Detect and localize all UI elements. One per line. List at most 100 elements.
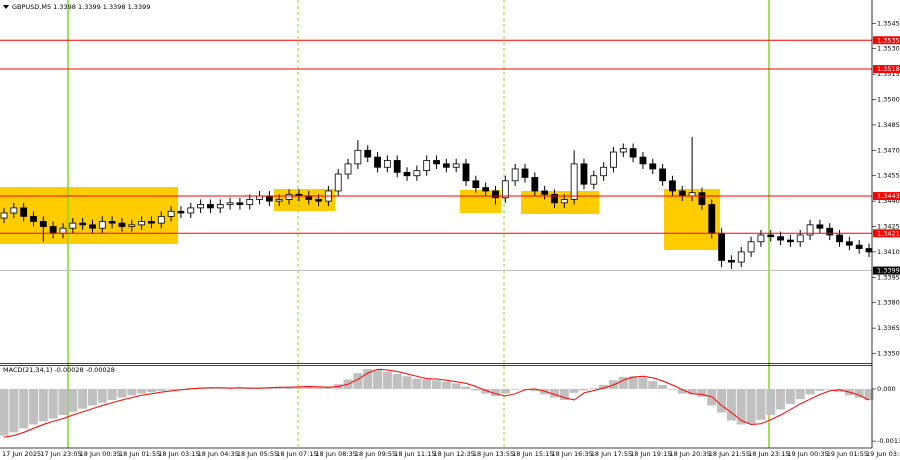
y-tick-label: 1.3515 [877, 70, 900, 78]
candle-body [383, 160, 391, 168]
histogram-bar [48, 388, 58, 419]
y-tick-label: 1.3410 [877, 248, 900, 256]
candle-body [796, 234, 804, 243]
candle-body [511, 168, 519, 182]
candle-body [285, 193, 293, 200]
chart-title: GBPUSD,M5 1.3398 1.3399 1.3398 1.3399 [12, 3, 150, 11]
histogram-bar [19, 388, 29, 429]
y-tick-label: 1.3485 [877, 121, 900, 129]
candle-body [669, 180, 676, 192]
candle-body [492, 190, 499, 199]
x-tick-label: 18 Jun 17:55 [591, 450, 632, 458]
candle-body [600, 166, 608, 177]
session-lines [67, 0, 770, 448]
candle-body [197, 204, 205, 209]
histogram-bar [697, 388, 707, 397]
candle-body [69, 222, 77, 229]
x-tick-label: 18 Jun 05:55 [237, 450, 278, 458]
histogram-bar [107, 388, 117, 400]
histogram-bar [97, 388, 107, 403]
candle-body [148, 221, 155, 224]
candle-body [207, 204, 214, 209]
candle-body [216, 204, 224, 209]
x-tick-label: 19 Jun 00:35 [787, 450, 828, 458]
histogram-bar [500, 388, 510, 394]
histogram-bar [726, 388, 736, 421]
candle-body [737, 251, 745, 263]
x-tick-label: 19 Jun 01:55 [827, 450, 868, 458]
histogram-bar [235, 388, 245, 389]
histogram-bar [284, 386, 294, 389]
candle-body [767, 234, 775, 238]
candle-body [20, 207, 28, 217]
histogram-bar [215, 388, 225, 389]
candle-body [157, 215, 165, 224]
histogram-bar [491, 388, 500, 397]
histogram-bar [815, 388, 825, 391]
histogram-bar [78, 388, 88, 409]
candle-body [246, 199, 254, 205]
histogram-bar [864, 388, 874, 400]
candle-body [777, 236, 784, 241]
histogram-bar [638, 377, 648, 389]
candle-body [570, 163, 578, 200]
candle-body [718, 232, 725, 261]
histogram-bar [28, 388, 38, 425]
candle-body [108, 221, 116, 224]
plot-layer [0, 39, 874, 438]
histogram-bar [461, 386, 471, 389]
x-tick-label: 18 Jun 03:15 [158, 450, 199, 458]
candle-body [826, 227, 834, 236]
histogram-bar [589, 388, 599, 389]
y-tick-label: 1.3425 [877, 223, 900, 231]
current-price-box [873, 266, 900, 275]
x-tick-label: 18 Jun 01:55 [119, 450, 160, 458]
histogram-bar [274, 387, 284, 389]
histogram-bar [402, 376, 412, 389]
x-tick-label: 18 Jun 00:35 [80, 450, 121, 458]
candle-body [590, 175, 598, 185]
candle-body [256, 195, 263, 200]
candle-body [521, 168, 529, 178]
histogram-bar [481, 388, 491, 394]
candle-body [816, 224, 824, 229]
histogram-bar [530, 388, 540, 392]
histogram-bar [392, 373, 402, 389]
level-label: 1.3421 [877, 229, 900, 237]
histogram-bar [658, 384, 668, 389]
histogram-bar [667, 388, 677, 390]
candle-body [855, 244, 863, 249]
x-tick-label: 18 Jun 09:55 [355, 450, 396, 458]
histogram-bar [736, 388, 746, 425]
level-label-box [873, 36, 900, 45]
candle-body [138, 221, 146, 226]
signal-line [3, 368, 870, 438]
histogram-bar [825, 388, 835, 390]
candle-body [787, 239, 794, 243]
candle-body [698, 192, 706, 205]
candle-body [865, 248, 873, 253]
histogram-bar [805, 388, 815, 395]
candle-body [226, 202, 234, 205]
histogram-bar [795, 388, 805, 400]
level-label: 1.3535 [877, 36, 900, 44]
histogram-bar [677, 388, 687, 394]
histogram-bar [58, 388, 68, 415]
candle-body [30, 215, 37, 222]
candle-body [757, 234, 765, 243]
x-tick-label: 18 Jun 07:15 [276, 450, 317, 458]
histogram-bar [451, 383, 461, 389]
histogram-bar [304, 386, 314, 389]
candle-body [266, 195, 273, 202]
histogram-bar [432, 380, 442, 389]
x-tick-label: 17 Jun 23:05 [40, 450, 81, 458]
candle-body [845, 241, 853, 246]
histogram-bar [363, 369, 373, 389]
histogram-bar [117, 388, 127, 398]
candle-body [10, 207, 18, 214]
histogram-bar [156, 388, 166, 391]
y-tick-label: 1.3530 [877, 45, 900, 53]
candle-body [708, 204, 716, 234]
histogram-bar [569, 388, 579, 393]
menu-icon[interactable] [3, 5, 9, 9]
